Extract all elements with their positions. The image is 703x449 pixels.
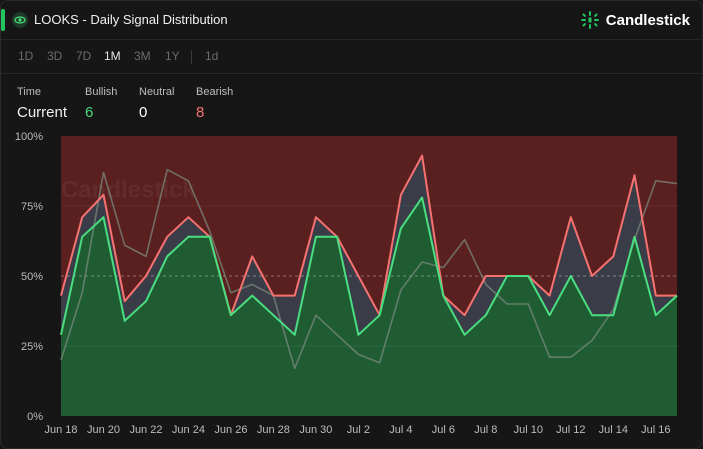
- y-tick-label: 0%: [27, 411, 43, 423]
- timeframe-tabs: 1D 3D 7D 1M 3M 1Y 1d: [1, 39, 702, 74]
- y-tick-label: 25%: [21, 341, 43, 353]
- eye-icon: [12, 12, 28, 28]
- brand-name: Candlestick: [605, 11, 690, 29]
- brand-logo[interactable]: Candlestick: [580, 10, 690, 30]
- x-tick-label: Jun 24: [172, 424, 205, 436]
- x-tick-label: Jul 8: [474, 424, 497, 436]
- bullish-area: [61, 197, 677, 416]
- x-tick-label: Jun 20: [87, 424, 120, 436]
- tab-3m[interactable]: 3M: [134, 49, 151, 63]
- tab-1m[interactable]: 1M: [104, 49, 121, 63]
- chart-title: LOOKS - Daily Signal Distribution: [34, 12, 228, 27]
- accent-bar: [1, 9, 5, 31]
- x-tick-label: Jun 26: [214, 424, 247, 436]
- tab-divider: [191, 50, 192, 64]
- neutral-value: 0: [139, 104, 148, 121]
- time-value: Current: [17, 104, 68, 121]
- y-tick-label: 50%: [21, 271, 43, 283]
- tab-1y[interactable]: 1Y: [165, 49, 180, 63]
- bullish-label: Bullish: [85, 86, 118, 98]
- bearish-line: [60, 154, 677, 317]
- y-tick-label: 75%: [21, 201, 43, 213]
- x-tick-label: Jun 30: [299, 424, 332, 436]
- x-tick-label: Jul 4: [389, 424, 412, 436]
- time-label: Time: [17, 86, 42, 98]
- bearish-label: Bearish: [196, 86, 234, 98]
- watermark-text: Candlestick: [61, 177, 196, 204]
- signal-area-chart: Candlestick 0% 25% 50% 75% 100% Jun 18 Jun 20 Ju…: [15, 131, 678, 436]
- x-tick-label: Jul 2: [347, 424, 370, 436]
- x-tick-label: Jul 6: [432, 424, 455, 436]
- x-tick-label: Jul 10: [514, 424, 543, 436]
- x-tick-label: Jun 18: [44, 424, 77, 436]
- card-header: LOOKS - Daily Signal Distribution Candle…: [1, 1, 702, 40]
- y-tick-label: 100%: [15, 131, 43, 143]
- bullish-value: 6: [85, 104, 94, 121]
- tab-3d[interactable]: 3D: [47, 49, 63, 63]
- x-tick-label: Jul 16: [641, 424, 670, 436]
- x-tick-label: Jun 28: [257, 424, 290, 436]
- bull-bear-gap-area: [61, 155, 677, 335]
- neutral-line: [60, 168, 678, 370]
- tab-1d[interactable]: 1D: [18, 49, 34, 63]
- x-tick-label: Jul 12: [556, 424, 585, 436]
- tab-7d[interactable]: 7D: [76, 49, 92, 63]
- bearish-value: 8: [196, 104, 205, 121]
- tab-interval-1d[interactable]: 1d: [205, 49, 219, 63]
- x-tick-label: Jun 22: [129, 424, 162, 436]
- x-tick-label: Jul 14: [599, 424, 628, 436]
- bullish-line: [60, 196, 678, 336]
- candlestick-logo-icon: [580, 11, 599, 29]
- neutral-label: Neutral: [139, 86, 175, 98]
